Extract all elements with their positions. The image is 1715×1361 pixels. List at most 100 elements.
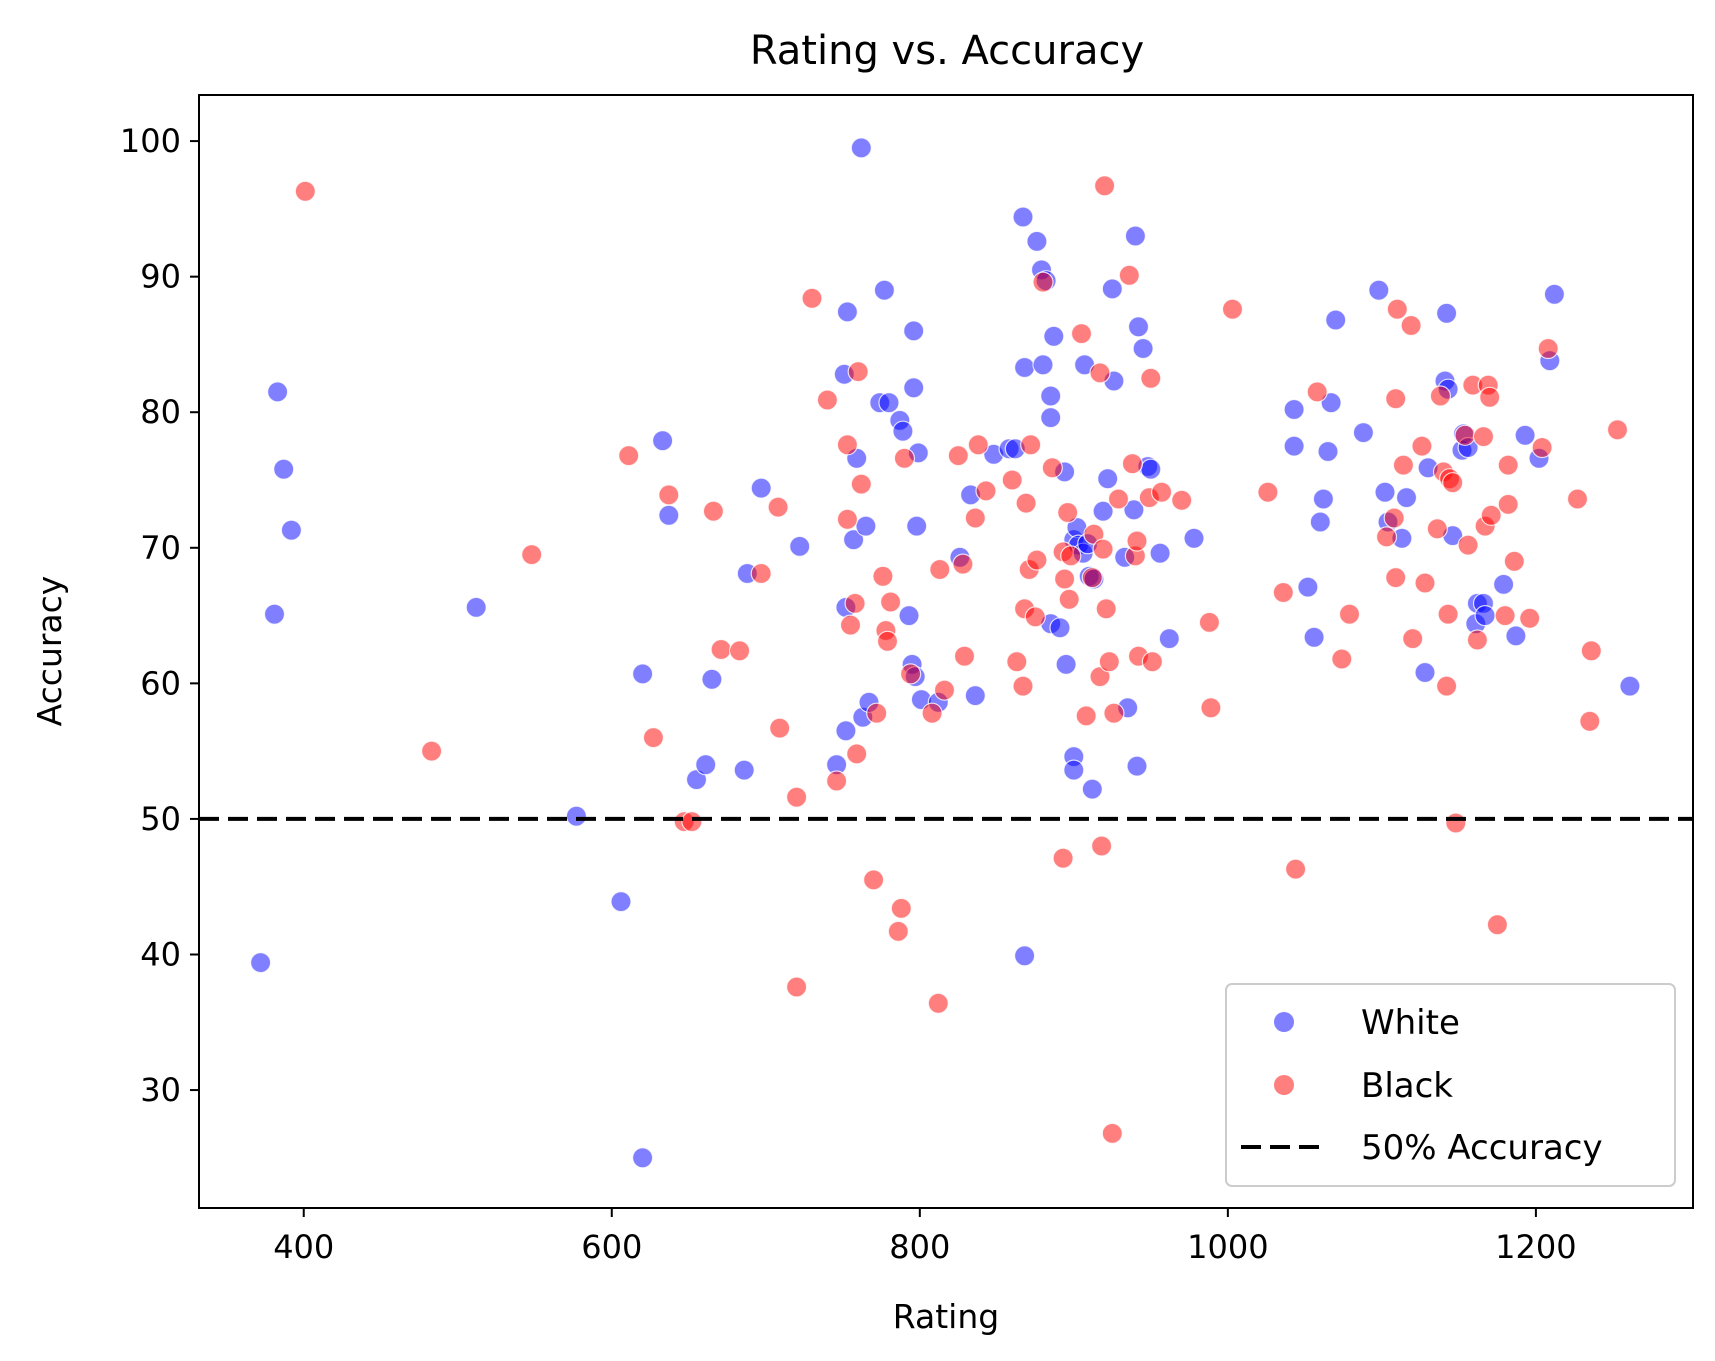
data-point-black-45 <box>975 480 997 502</box>
legend-marker-white <box>1274 1012 1294 1032</box>
data-point-white-46 <box>964 684 986 707</box>
data-point-black-78 <box>1121 453 1144 475</box>
data-point-black-20 <box>836 434 859 456</box>
data-point-white-73 <box>1081 778 1103 800</box>
data-point-black-8 <box>702 500 725 522</box>
data-point-black-38 <box>929 558 951 581</box>
data-point-black-34 <box>893 447 916 469</box>
data-point-white-4 <box>280 519 302 541</box>
data-point-black-127 <box>1503 550 1525 572</box>
data-point-white-24 <box>842 529 865 551</box>
data-point-white-97 <box>1317 440 1339 463</box>
data-point-black-101 <box>1392 454 1415 476</box>
data-point-white-3 <box>273 458 295 480</box>
data-point-white-121 <box>1514 424 1536 446</box>
data-point-white-22 <box>835 720 857 742</box>
data-point-black-12 <box>767 496 789 518</box>
data-point-black-128 <box>1519 607 1541 629</box>
data-point-black-85 <box>1150 481 1173 503</box>
data-point-black-36 <box>921 702 943 724</box>
data-point-black-9 <box>710 638 732 661</box>
data-point-black-52 <box>1020 434 1042 456</box>
data-point-black-30 <box>876 630 899 652</box>
data-point-black-65 <box>1081 566 1103 589</box>
data-point-black-11 <box>750 562 772 585</box>
data-point-black-96 <box>1375 526 1398 548</box>
data-point-white-26 <box>850 137 872 159</box>
data-point-white-11 <box>658 504 680 526</box>
data-point-black-39 <box>933 679 956 701</box>
data-point-black-1 <box>421 740 443 762</box>
data-point-black-118 <box>1472 426 1495 448</box>
data-point-white-75 <box>1092 500 1114 522</box>
data-point-black-44 <box>967 434 989 456</box>
x-tick-label-800: 800 <box>889 1228 950 1266</box>
data-point-black-7 <box>681 810 703 833</box>
data-point-black-71 <box>1093 175 1116 197</box>
data-point-black-89 <box>1221 298 1244 320</box>
data-point-black-53 <box>1024 606 1046 628</box>
data-point-white-98 <box>1320 392 1342 414</box>
data-point-black-22 <box>844 592 866 615</box>
data-point-black-100 <box>1386 298 1408 320</box>
legend-label-black: Black <box>1361 1066 1453 1106</box>
data-point-black-67 <box>1089 362 1111 384</box>
data-point-white-102 <box>1374 481 1396 503</box>
data-point-black-87 <box>1198 611 1221 634</box>
data-point-black-122 <box>1480 504 1502 526</box>
data-point-white-55 <box>1032 354 1054 376</box>
data-point-black-86 <box>1171 489 1193 511</box>
data-point-white-93 <box>1297 576 1319 598</box>
data-point-black-74 <box>1101 1122 1123 1145</box>
data-point-black-97 <box>1383 507 1405 529</box>
data-point-white-14 <box>701 668 723 690</box>
data-point-white-51 <box>1013 356 1036 379</box>
data-point-white-31 <box>873 279 896 301</box>
data-point-white-99 <box>1325 309 1347 331</box>
data-point-black-21 <box>839 614 862 636</box>
data-point-black-62 <box>1060 545 1082 567</box>
data-point-white-50 <box>1012 206 1034 228</box>
data-point-black-46 <box>1001 469 1023 491</box>
data-point-black-10 <box>728 640 751 662</box>
x-tick-label-1000: 1000 <box>1187 1228 1268 1266</box>
data-point-black-2 <box>521 543 543 566</box>
legend-box <box>1225 983 1676 1187</box>
data-point-white-57 <box>1040 385 1062 407</box>
plot-area <box>198 94 1694 1209</box>
chart-title: Rating vs. Accuracy <box>750 28 1144 74</box>
data-point-black-107 <box>1429 385 1452 407</box>
data-point-black-105 <box>1414 572 1436 594</box>
data-point-black-5 <box>658 484 680 506</box>
data-point-black-33 <box>890 897 912 920</box>
data-point-white-77 <box>1101 278 1123 300</box>
data-point-white-120 <box>1505 625 1527 647</box>
data-point-black-48 <box>1012 675 1034 697</box>
data-point-black-72 <box>1095 598 1117 620</box>
data-point-black-103 <box>1402 627 1424 650</box>
data-point-black-43 <box>964 507 986 529</box>
data-point-white-28 <box>855 515 877 537</box>
y-tick-label-90: 90 <box>140 258 181 296</box>
data-point-black-112 <box>1442 472 1464 494</box>
data-point-black-27 <box>866 702 888 724</box>
data-point-black-55 <box>1032 271 1054 293</box>
data-point-black-129 <box>1531 436 1553 459</box>
legend-label-white: White <box>1361 1003 1460 1043</box>
data-point-black-17 <box>816 389 839 411</box>
data-point-black-31 <box>879 591 902 613</box>
data-point-black-59 <box>1053 568 1076 590</box>
data-point-white-61 <box>1049 617 1071 639</box>
x-axis-label: Rating <box>893 1297 999 1336</box>
data-point-black-126 <box>1497 493 1519 515</box>
data-point-white-109 <box>1435 302 1458 324</box>
data-point-white-82 <box>1124 225 1147 247</box>
data-point-black-125 <box>1497 454 1519 476</box>
data-point-white-81 <box>1123 499 1145 521</box>
data-point-black-69 <box>1090 835 1113 857</box>
data-point-black-26 <box>862 869 885 891</box>
data-point-black-0 <box>294 180 316 202</box>
data-point-white-18 <box>789 535 811 558</box>
data-point-black-106 <box>1426 518 1448 540</box>
